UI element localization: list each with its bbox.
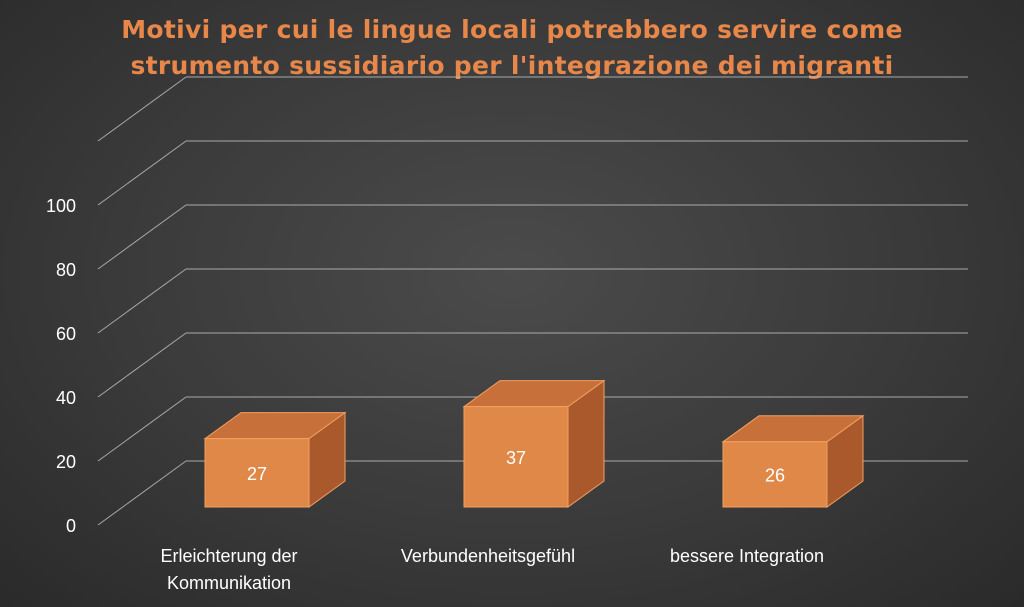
x-tick-label: bessere Integration xyxy=(670,546,824,566)
y-tick-label: 100 xyxy=(46,196,76,216)
chart-title: Motivi per cui le lingue locali potrebbe… xyxy=(0,12,1024,84)
y-tick-label: 40 xyxy=(56,388,76,408)
gridline-diagonal xyxy=(97,396,187,462)
gridline-diagonal xyxy=(97,204,187,270)
gridline-diagonal xyxy=(97,332,187,398)
x-tick-label: Verbundenheitsgefühl xyxy=(401,546,575,566)
y-tick-label: 80 xyxy=(56,260,76,280)
gridline-diagonal xyxy=(97,268,187,334)
bar xyxy=(204,438,310,508)
chart-title-line-1: Motivi per cui le lingue locali potrebbe… xyxy=(121,15,903,44)
x-tick-label: Erleichterung der xyxy=(160,546,297,566)
chart-title-line-2: strumento sussidiario per l'integrazione… xyxy=(130,51,894,80)
y-tick-label: 0 xyxy=(66,516,76,536)
y-tick-label: 20 xyxy=(56,452,76,472)
x-tick-label: Kommunikation xyxy=(167,573,291,593)
gridline-diagonal xyxy=(97,460,187,526)
bar xyxy=(463,406,569,508)
bar xyxy=(722,441,828,508)
data-label: 27 xyxy=(247,464,267,484)
gridline-diagonal xyxy=(97,140,187,206)
gridline-diagonal xyxy=(97,76,187,142)
data-label: 26 xyxy=(765,465,785,485)
data-label: 37 xyxy=(506,448,526,468)
y-tick-label: 60 xyxy=(56,324,76,344)
